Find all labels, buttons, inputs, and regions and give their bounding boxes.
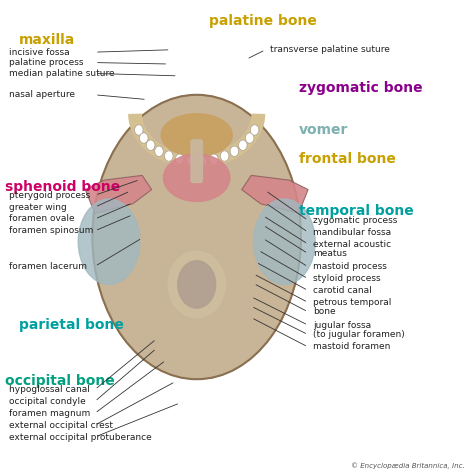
Text: median palatine suture: median palatine suture: [9, 69, 115, 78]
Text: external occipital crest: external occipital crest: [9, 421, 113, 429]
Text: maxilla: maxilla: [19, 33, 75, 47]
Text: zygomatic process: zygomatic process: [313, 216, 397, 225]
Text: mastoid process: mastoid process: [313, 263, 387, 271]
Text: zygomatic bone: zygomatic bone: [299, 81, 422, 95]
Ellipse shape: [175, 154, 184, 164]
Text: occipital bone: occipital bone: [5, 374, 115, 389]
Ellipse shape: [230, 146, 238, 156]
Ellipse shape: [210, 154, 218, 164]
Ellipse shape: [168, 251, 225, 318]
Ellipse shape: [135, 125, 143, 135]
Text: styloid process: styloid process: [313, 274, 381, 283]
Text: petrous temporal: petrous temporal: [313, 298, 391, 307]
Text: frontal bone: frontal bone: [299, 152, 395, 166]
Text: mandibular fossa: mandibular fossa: [313, 228, 391, 237]
Text: hypoglossal canal: hypoglossal canal: [9, 385, 91, 394]
Ellipse shape: [187, 156, 195, 166]
Text: nasal aperture: nasal aperture: [9, 91, 75, 99]
Text: foramen ovale: foramen ovale: [9, 215, 75, 223]
Text: carotid canal: carotid canal: [313, 286, 372, 295]
Text: sphenoid bone: sphenoid bone: [5, 180, 120, 194]
Text: external acoustic: external acoustic: [313, 240, 391, 248]
Ellipse shape: [161, 114, 232, 156]
Text: greater wing: greater wing: [9, 203, 67, 211]
Text: jugular fossa: jugular fossa: [313, 321, 371, 329]
Text: occipital condyle: occipital condyle: [9, 397, 86, 406]
Ellipse shape: [78, 199, 140, 284]
Ellipse shape: [198, 156, 207, 166]
PathPatch shape: [242, 175, 308, 213]
Ellipse shape: [250, 125, 259, 135]
Text: palatine bone: palatine bone: [209, 14, 317, 28]
Text: palatine process: palatine process: [9, 58, 84, 67]
FancyBboxPatch shape: [191, 140, 202, 182]
Text: (to jugular foramen): (to jugular foramen): [313, 330, 405, 339]
Ellipse shape: [155, 146, 164, 156]
Text: mastoid foramen: mastoid foramen: [313, 343, 390, 351]
PathPatch shape: [85, 175, 152, 213]
Ellipse shape: [254, 199, 315, 284]
Ellipse shape: [238, 140, 247, 150]
Ellipse shape: [139, 133, 148, 143]
Text: parietal bone: parietal bone: [19, 318, 124, 332]
Text: temporal bone: temporal bone: [299, 204, 413, 218]
Text: meatus: meatus: [313, 249, 346, 258]
Text: transverse palatine suture: transverse palatine suture: [270, 46, 390, 54]
Text: foramen magnum: foramen magnum: [9, 409, 91, 418]
Text: vomer: vomer: [299, 123, 348, 137]
Text: incisive fossa: incisive fossa: [9, 48, 70, 56]
Text: external occipital protuberance: external occipital protuberance: [9, 433, 152, 441]
Ellipse shape: [246, 133, 254, 143]
Text: bone: bone: [313, 308, 336, 316]
Ellipse shape: [164, 154, 230, 201]
Ellipse shape: [220, 151, 229, 161]
Ellipse shape: [92, 95, 301, 379]
Text: pterygoid process: pterygoid process: [9, 191, 91, 200]
Text: © Encyclopædia Britannica, Inc.: © Encyclopædia Britannica, Inc.: [351, 463, 465, 469]
Ellipse shape: [178, 261, 216, 308]
Text: foramen lacerum: foramen lacerum: [9, 262, 88, 271]
Ellipse shape: [146, 140, 155, 150]
Text: foramen spinosum: foramen spinosum: [9, 227, 94, 235]
Ellipse shape: [164, 151, 173, 161]
